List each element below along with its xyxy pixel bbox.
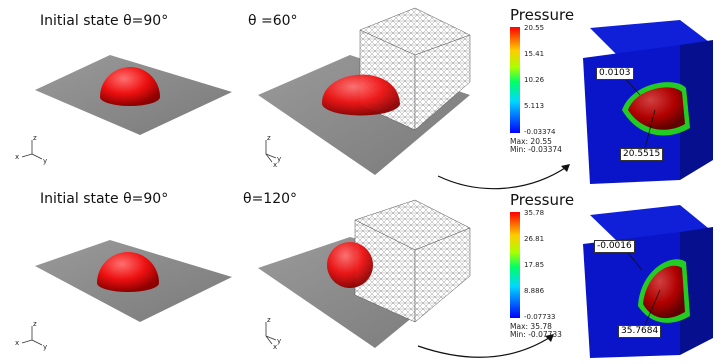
bottom-final-scene [258, 199, 471, 348]
cube-side-face [680, 227, 713, 355]
axis-y-label: y [277, 155, 282, 163]
axis-z-label: z [267, 134, 271, 142]
mesh-box-side [414, 227, 471, 323]
axis-x-label: x [15, 153, 20, 161]
colorbar-min: Min: -0.03374 [510, 145, 562, 154]
axis-z-label: z [267, 316, 271, 324]
axis-triad [265, 140, 277, 163]
axis-x-label: x [273, 343, 278, 351]
top-initial-state-label: Initial state θ=90° [40, 13, 169, 29]
axis-x-label: x [15, 339, 20, 347]
colorbar-tick: 15.41 [524, 50, 545, 58]
axis-y-label: y [43, 343, 48, 351]
axis-triad [265, 322, 277, 345]
axis-y-label: y [43, 157, 48, 165]
cube-side-face [680, 40, 713, 180]
probe-value-label: 20.5515 [620, 148, 664, 161]
bottom-initial-scene [35, 240, 232, 322]
pressure-colorbar [510, 27, 520, 133]
colorbar-tick: -0.07733 [524, 313, 556, 321]
bottom-final-state-label: θ=120° [243, 191, 298, 207]
mesh-box-side [414, 34, 471, 131]
droplet [327, 242, 373, 288]
axis-triad [21, 326, 43, 346]
colorbar-tick: 26.81 [524, 235, 545, 243]
transition-arrow [417, 334, 554, 358]
axis-z-label: z [33, 134, 37, 142]
colorbar-title: Pressure [510, 6, 575, 24]
colorbar-max: Max: 35.78 [510, 322, 552, 331]
colorbar-tick: -0.03374 [524, 128, 556, 136]
pressure-droplet-inner [628, 87, 685, 130]
colorbar-tick: 17.85 [524, 261, 545, 269]
probe-value-label: 35.7684 [618, 325, 662, 338]
axis-y-label: y [277, 337, 282, 345]
droplet [321, 74, 400, 116]
axis-triad [21, 140, 43, 160]
top-initial-scene [35, 55, 232, 135]
probe-leader [644, 109, 656, 149]
top-final-state-label: θ =60° [248, 13, 298, 29]
pressure-colorbar [510, 212, 520, 318]
probe-leader [644, 289, 661, 326]
colorbar-tick: 35.78 [524, 209, 545, 217]
colorbar-tick: 5.113 [524, 102, 545, 110]
colorbar-min: Min: -0.07733 [510, 330, 562, 339]
colorbar-max: Max: 20.55 [510, 137, 552, 146]
droplet [97, 252, 159, 292]
droplet [100, 67, 160, 106]
colorbar-tick: 20.55 [524, 24, 545, 32]
probe-value-label: 0.0103 [596, 67, 634, 80]
top-final-scene [258, 7, 471, 175]
colorbar-tick: 8.886 [524, 287, 545, 295]
axis-z-label: z [33, 320, 37, 328]
transition-arrow [437, 164, 570, 190]
bottom-initial-state-label: Initial state θ=90° [40, 191, 169, 207]
colorbar-tick: 10.26 [524, 76, 545, 84]
colorbar-title: Pressure [510, 191, 575, 209]
probe-value-label: -0.0016 [594, 240, 635, 253]
axis-x-label: x [273, 161, 278, 169]
